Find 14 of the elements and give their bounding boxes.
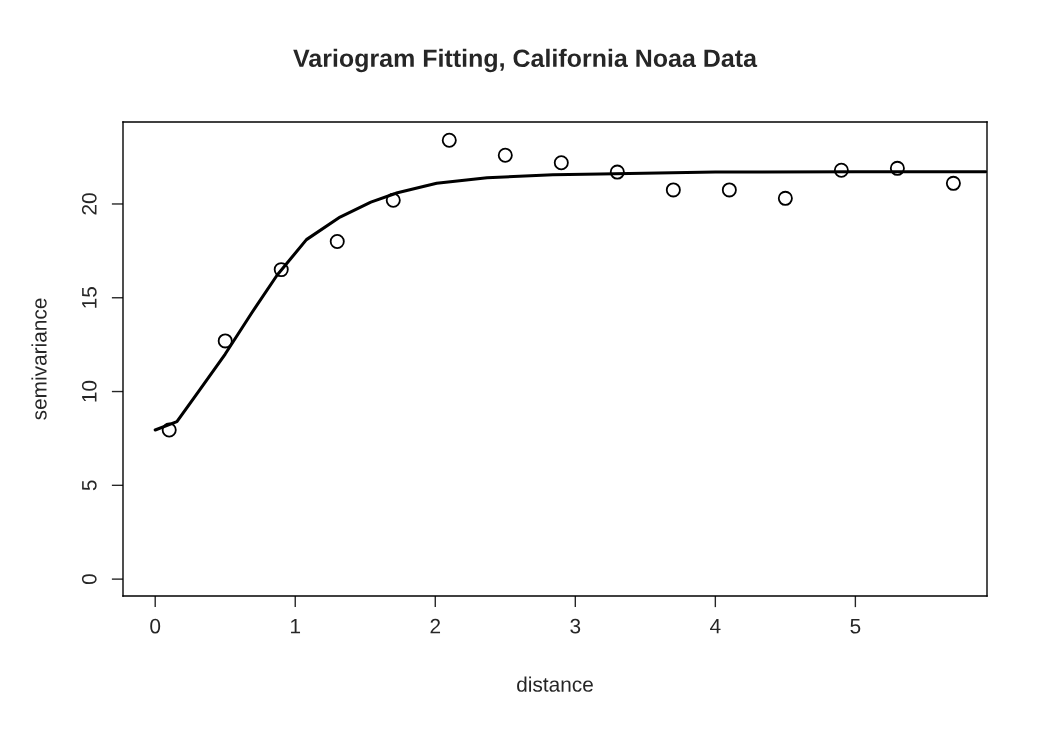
x-tick-label: 4: [710, 618, 721, 634]
chart-title: Variogram Fitting, California Noaa Data: [293, 48, 758, 73]
x-tick-label: 2: [430, 618, 441, 634]
y-tick-label: 0: [81, 574, 97, 585]
y-tick-label: 15: [82, 287, 97, 308]
y-tick-label: 5: [82, 480, 97, 491]
x-tick-label: 3: [570, 618, 581, 634]
y-axis-title: semivariance: [31, 298, 47, 420]
y-tick-label: 10: [81, 380, 97, 402]
x-axis-title: distance: [517, 676, 593, 692]
x-tick-label: 5: [850, 618, 861, 634]
x-tick-label: 0: [150, 618, 161, 634]
y-tick-label: 20: [81, 193, 97, 215]
x-tick-label: 1: [291, 618, 301, 634]
